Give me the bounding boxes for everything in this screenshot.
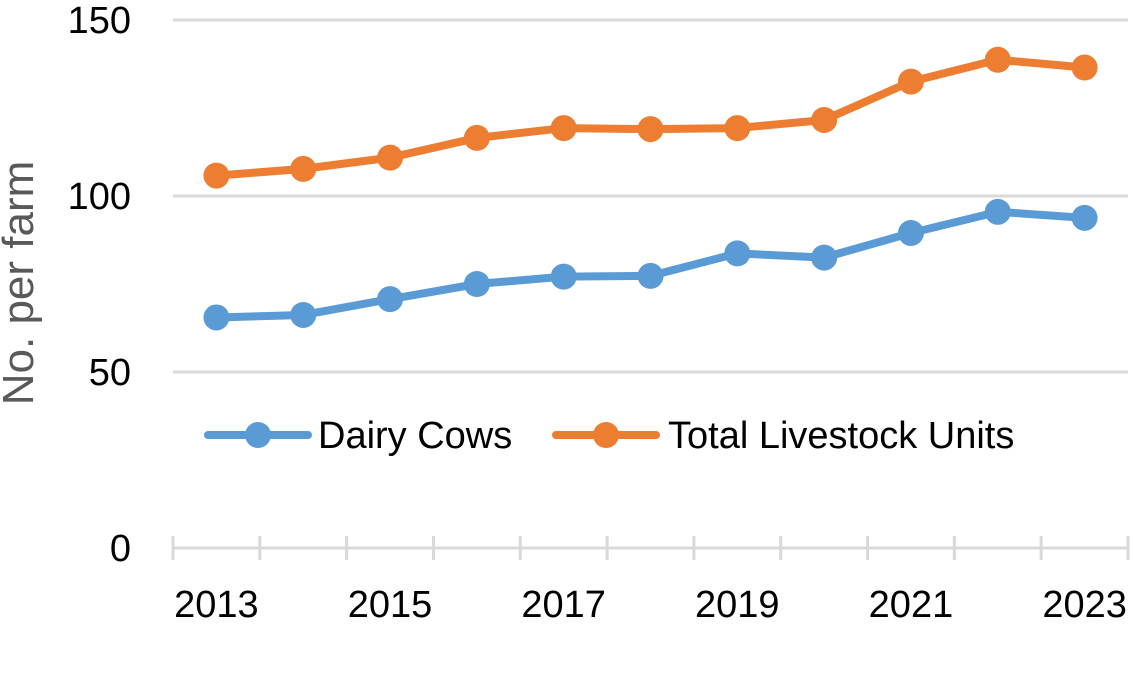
data-point: [290, 155, 317, 182]
legend-marker: [245, 422, 271, 448]
y-tick-label: 0: [110, 528, 131, 570]
data-point: [463, 124, 490, 151]
x-tick-label: 2019: [695, 584, 780, 626]
x-tick-label: 2021: [869, 584, 954, 626]
data-point: [897, 68, 924, 95]
y-axis-tick-labels: 0 50 100 150: [68, 0, 131, 570]
data-point: [550, 115, 577, 142]
legend-marker: [593, 422, 619, 448]
x-axis: 2013 2015 2017 2019 2021 2023: [171, 536, 1130, 626]
data-point: [637, 262, 664, 289]
x-tick-label: 2023: [1042, 584, 1127, 626]
data-point: [203, 162, 230, 189]
data-point: [984, 198, 1011, 225]
x-tick-label: 2017: [521, 584, 606, 626]
data-point: [984, 46, 1011, 73]
legend-label: Dairy Cows: [318, 415, 512, 457]
data-point: [377, 144, 404, 171]
legend-label: Total Livestock Units: [668, 415, 1014, 457]
data-point: [897, 219, 924, 246]
data-point: [811, 244, 838, 271]
gridlines: [173, 18, 1128, 374]
y-tick-label: 50: [89, 352, 131, 394]
x-tick-label: 2013: [174, 584, 259, 626]
y-axis-label: No. per farm: [0, 161, 43, 406]
x-tick-label: 2015: [348, 584, 433, 626]
data-point: [724, 115, 751, 142]
y-tick-label: 150: [68, 0, 131, 42]
data-point: [1071, 204, 1098, 231]
legend: Dairy Cows Total Livestock Units: [204, 415, 1014, 457]
data-point: [463, 271, 490, 297]
data-point: [550, 263, 577, 290]
data-point: [377, 286, 404, 313]
data-point: [637, 116, 664, 143]
series-group: [203, 46, 1098, 331]
data-point: [290, 301, 317, 328]
data-point: [724, 240, 751, 267]
data-point: [203, 304, 230, 331]
data-point: [811, 106, 838, 133]
y-tick-label: 100: [68, 176, 131, 218]
data-point: [1071, 54, 1098, 81]
